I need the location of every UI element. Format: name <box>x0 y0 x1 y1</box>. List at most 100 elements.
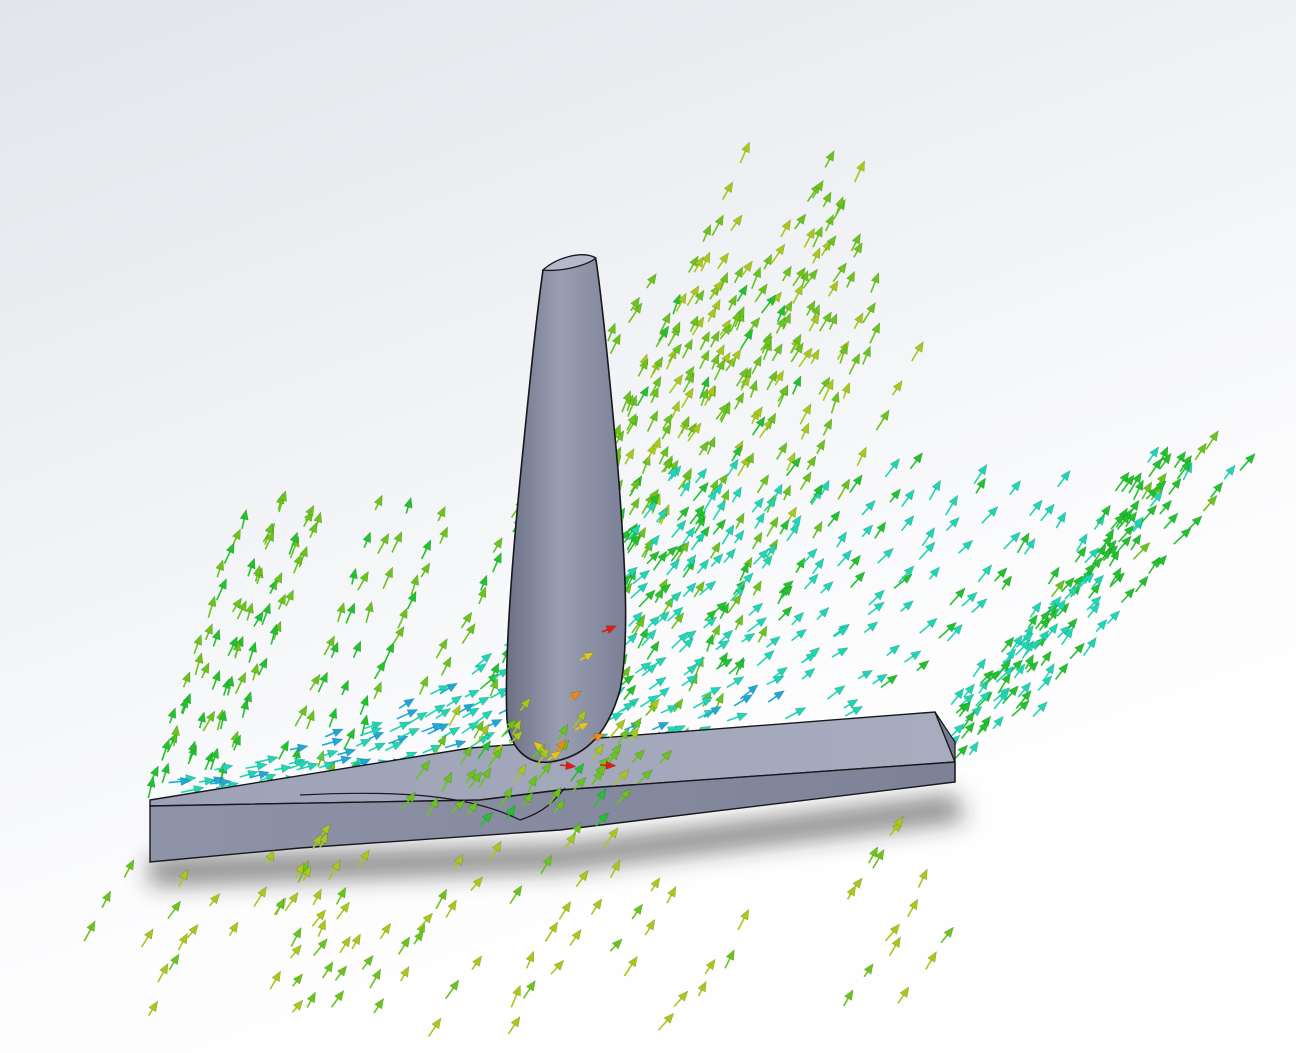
fin-body[interactable] <box>505 254 627 764</box>
flow-arrow <box>1054 662 1069 680</box>
flow-arrow <box>770 243 786 265</box>
flow-arrow <box>1210 481 1224 498</box>
flow-arrow <box>961 591 978 607</box>
flow-arrow <box>252 564 262 582</box>
flow-arrow <box>1130 533 1142 551</box>
flow-arrow <box>239 770 259 779</box>
flow-arrow <box>710 279 724 297</box>
flow-arrow <box>811 247 821 264</box>
flow-arrow <box>424 704 446 718</box>
flow-arrow <box>398 728 421 739</box>
flow-arrow <box>626 412 637 431</box>
flow-arrow <box>675 292 687 312</box>
flow-arrow <box>925 951 937 970</box>
flow-arrow <box>727 593 742 614</box>
flow-arrow <box>717 629 734 645</box>
flow-arrow <box>816 606 830 621</box>
flow-arrow <box>574 722 590 732</box>
flow-arrow <box>1163 512 1179 530</box>
flow-arrow <box>170 724 181 747</box>
flow-arrow <box>499 786 513 807</box>
flow-arrow <box>728 659 746 675</box>
flow-arrow <box>863 621 879 634</box>
flow-arrows-front-of-model <box>83 625 954 1038</box>
flow-arrow <box>849 571 866 589</box>
flow-arrow <box>703 705 722 718</box>
flow-arrow <box>329 641 339 659</box>
flow-arrow <box>1016 532 1030 554</box>
flow-arrow <box>446 695 463 707</box>
flow-arrow <box>779 518 790 535</box>
flow-arrow <box>208 892 221 907</box>
flow-arrow <box>225 675 235 696</box>
flow-arrow <box>723 547 736 563</box>
flow-arrow <box>800 422 810 440</box>
flow-arrow <box>1023 537 1036 555</box>
flow-arrow <box>901 489 915 507</box>
flow-arrow <box>532 740 546 753</box>
flow-arrow <box>1055 598 1066 614</box>
flow-arrow <box>909 452 924 470</box>
flow-arrow <box>1121 474 1135 493</box>
flow-arrow <box>745 451 754 468</box>
flow-arrow <box>741 632 756 643</box>
flow-arrow <box>699 375 710 399</box>
flow-arrow <box>292 973 304 987</box>
flow-arrow <box>167 900 182 920</box>
flow-arrow <box>630 717 642 734</box>
solid-model[interactable] <box>149 254 957 863</box>
flow-arrow <box>789 333 802 354</box>
flow-arrow <box>304 504 315 521</box>
flow-arrow <box>321 737 344 747</box>
flow-arrow <box>361 954 374 970</box>
flow-arrow <box>786 451 796 472</box>
flow-arrow <box>666 885 677 904</box>
flow-arrow <box>379 922 391 940</box>
flow-arrow <box>632 569 651 585</box>
flow-arrow <box>312 888 322 906</box>
flow-arrow <box>410 573 420 596</box>
flow-arrow <box>1050 579 1065 598</box>
flow-arrow <box>522 980 536 999</box>
flow-arrow <box>820 479 830 496</box>
flow-arrow <box>705 633 714 652</box>
fin-tip-cap[interactable] <box>541 254 598 272</box>
flow-arrow <box>1106 610 1121 625</box>
flow-arrow <box>418 675 429 695</box>
flow-arrow <box>492 536 503 553</box>
flow-arrow <box>703 616 718 629</box>
flow-arrow <box>1015 632 1034 648</box>
flow-arrow <box>650 877 661 892</box>
flow-arrow <box>899 600 914 613</box>
flow-arrow <box>1173 450 1187 469</box>
flow-arrow <box>239 508 249 529</box>
flow-arrow <box>306 709 315 730</box>
flow-arrow <box>476 723 490 744</box>
flow-arrow <box>231 528 241 545</box>
flow-arrow <box>1015 689 1032 709</box>
flow-arrow <box>683 664 698 676</box>
plate-end-face[interactable] <box>934 711 956 782</box>
flow-arrow <box>1017 681 1032 698</box>
flow-arrow <box>949 587 966 606</box>
flow-arrow <box>850 232 861 252</box>
flow-arrow <box>742 260 753 276</box>
flow-arrow <box>293 553 302 574</box>
flow-arrow <box>724 949 735 969</box>
flow-arrow <box>928 479 941 501</box>
flow-arrow <box>603 827 619 848</box>
flow-arrow <box>812 520 823 539</box>
flow-arrow <box>666 606 684 622</box>
flow-arrow <box>853 160 865 183</box>
flow-arrow <box>468 771 483 789</box>
flow-arrow <box>448 704 461 727</box>
flow-arrow <box>1128 471 1142 494</box>
flow-arrow <box>761 554 773 569</box>
flow-arrow <box>636 385 649 407</box>
flow-arrow <box>650 386 659 404</box>
flow-arrow <box>436 505 446 522</box>
flow-arrow <box>668 374 684 394</box>
flow-arrow <box>1093 514 1106 531</box>
